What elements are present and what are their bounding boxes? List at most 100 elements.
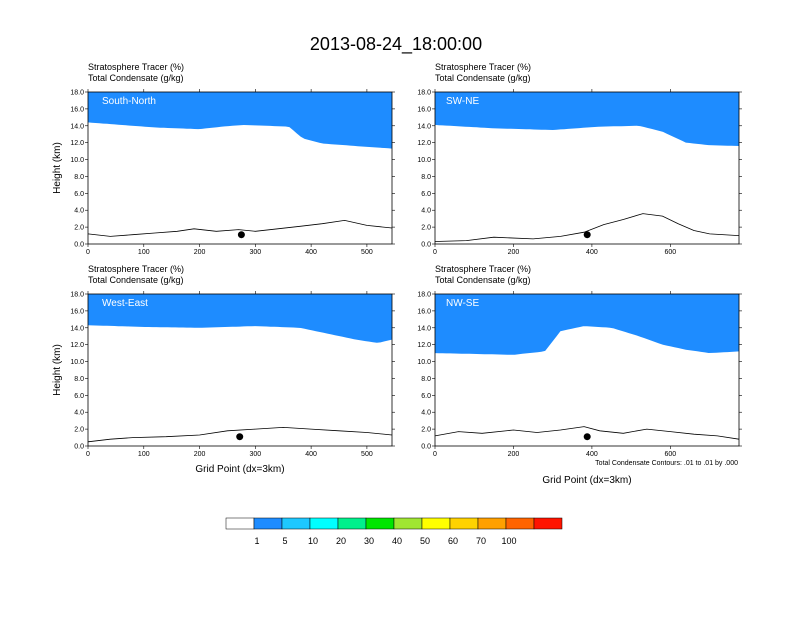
y-tick-label: 2.0 <box>421 225 431 232</box>
y-tick-label: 0.0 <box>421 444 431 451</box>
x-tick-label: 500 <box>361 451 373 458</box>
colorbar-box <box>449 517 479 530</box>
y-tick-label: 6.0 <box>74 191 84 198</box>
x-tick-label: 200 <box>194 249 206 256</box>
x-tick-label: 0 <box>86 249 90 256</box>
colorbar-box <box>505 517 535 530</box>
x-tick-label: 300 <box>249 451 261 458</box>
y-axis-label: Height (km) <box>52 142 63 194</box>
x-tick-label: 400 <box>586 451 598 458</box>
panel-line2: Total Condensate (g/kg) <box>435 275 531 285</box>
panel-south-north: Stratosphere Tracer (%) Total Condensate… <box>52 62 395 256</box>
x-tick-label: 100 <box>138 249 150 256</box>
colorbar-box <box>337 517 367 530</box>
panel-sw-ne: Stratosphere Tracer (%) Total Condensate… <box>417 62 742 256</box>
y-tick-label: 8.0 <box>74 174 84 181</box>
y-tick-label: 18.0 <box>417 90 431 97</box>
y-tick-label: 10.0 <box>70 359 84 366</box>
plot-frame <box>434 91 740 245</box>
colorbar-label: 1 <box>254 536 259 546</box>
y-tick-label: 10.0 <box>417 157 431 164</box>
contour-note: Total Condensate Contours: .01 to .01 by… <box>595 460 738 467</box>
y-tick-label: 4.0 <box>74 410 84 417</box>
y-tick-label: 12.0 <box>70 342 84 349</box>
panel-line2: Total Condensate (g/kg) <box>88 73 184 83</box>
terrain-line <box>87 426 393 443</box>
x-tick-label: 200 <box>508 249 520 256</box>
plot-frame <box>87 293 393 447</box>
y-tick-label: 14.0 <box>70 123 84 130</box>
x-tick-label: 0 <box>433 451 437 458</box>
colorbar-label: 10 <box>308 536 318 546</box>
plot-frame <box>434 293 740 447</box>
x-tick-label: 0 <box>86 451 90 458</box>
colorbar-box <box>393 517 423 530</box>
panel-label: West-East <box>102 298 148 309</box>
colorbar-box <box>365 517 395 530</box>
panel-line1: Stratosphere Tracer (%) <box>88 264 184 274</box>
plot-area: 0.0 2.0 4.0 6.0 8.0 10.0 12.0 14.0 16.0 18.0 0 100 2… <box>70 89 395 256</box>
panel-line1: Stratosphere Tracer (%) <box>435 62 531 72</box>
x-axis-label: Grid Point (dx=3km) <box>195 464 284 475</box>
y-tick-label: 2.0 <box>421 427 431 434</box>
y-tick-label: 14.0 <box>70 325 84 332</box>
x-tick-label: 0 <box>433 249 437 256</box>
x-tick-label: 400 <box>586 249 598 256</box>
y-tick-label: 8.0 <box>421 174 431 181</box>
tracer-band-10 <box>88 92 392 149</box>
x-tick-label: 100 <box>138 451 150 458</box>
plot-area: 0.0 2.0 4.0 6.0 8.0 10.0 12.0 14.0 16.0 18.0 0 200 4… <box>417 291 742 458</box>
colorbar-box <box>253 517 283 530</box>
y-tick-label: 12.0 <box>70 140 84 147</box>
y-tick-label: 18.0 <box>417 292 431 299</box>
terrain-line <box>434 213 740 242</box>
x-tick-label: 400 <box>305 451 317 458</box>
plot-area: 0.0 2.0 4.0 6.0 8.0 10.0 12.0 14.0 16.0 18.0 0 100 2… <box>70 291 395 458</box>
panel-label: South-North <box>102 96 156 107</box>
y-tick-label: 4.0 <box>74 208 84 215</box>
y-tick-label: 4.0 <box>421 208 431 215</box>
y-tick-label: 16.0 <box>70 106 84 113</box>
colorbar-box <box>421 517 451 530</box>
y-tick-label: 12.0 <box>417 140 431 147</box>
y-tick-label: 10.0 <box>70 157 84 164</box>
colorbar-label: 30 <box>364 536 374 546</box>
colorbar-box <box>477 517 507 530</box>
panel-line1: Stratosphere Tracer (%) <box>435 264 531 274</box>
y-tick-label: 18.0 <box>70 90 84 97</box>
y-tick-label: 8.0 <box>74 376 84 383</box>
y-tick-label: 2.0 <box>74 225 84 232</box>
colorbar-box <box>225 517 255 530</box>
panel-line1: Stratosphere Tracer (%) <box>88 62 184 72</box>
x-tick-label: 200 <box>194 451 206 458</box>
panel-line2: Total Condensate (g/kg) <box>88 275 184 285</box>
x-tick-label: 600 <box>665 249 677 256</box>
location-marker <box>583 231 591 239</box>
tracer-band-10 <box>88 294 392 343</box>
plot-area: 0.0 2.0 4.0 6.0 8.0 10.0 12.0 14.0 16.0 18.0 0 200 4… <box>417 89 742 256</box>
tracer-band-10 <box>435 92 739 146</box>
y-tick-label: 16.0 <box>417 308 431 315</box>
plot-frame <box>87 91 393 245</box>
panel-nw-se: Stratosphere Tracer (%) Total Condensate… <box>417 264 742 486</box>
colorbar-box <box>309 517 339 530</box>
y-tick-label: 8.0 <box>421 376 431 383</box>
colorbar: 1 5 10 20 30 40 50 60 70 100 <box>225 517 563 546</box>
x-tick-label: 200 <box>508 451 520 458</box>
y-tick-label: 6.0 <box>421 191 431 198</box>
location-marker <box>237 231 245 239</box>
terrain-line <box>87 219 393 237</box>
colorbar-label: 100 <box>501 536 516 546</box>
y-tick-label: 10.0 <box>417 359 431 366</box>
y-tick-label: 6.0 <box>421 393 431 400</box>
y-tick-label: 6.0 <box>74 393 84 400</box>
y-tick-label: 0.0 <box>421 242 431 249</box>
panel-label: NW-SE <box>446 298 479 309</box>
main-title: 2013-08-24_18:00:00 <box>310 34 482 55</box>
x-tick-label: 300 <box>249 249 261 256</box>
location-marker <box>583 433 591 441</box>
terrain-line <box>434 426 740 440</box>
y-axis-label: Height (km) <box>52 344 63 396</box>
y-tick-label: 16.0 <box>417 106 431 113</box>
